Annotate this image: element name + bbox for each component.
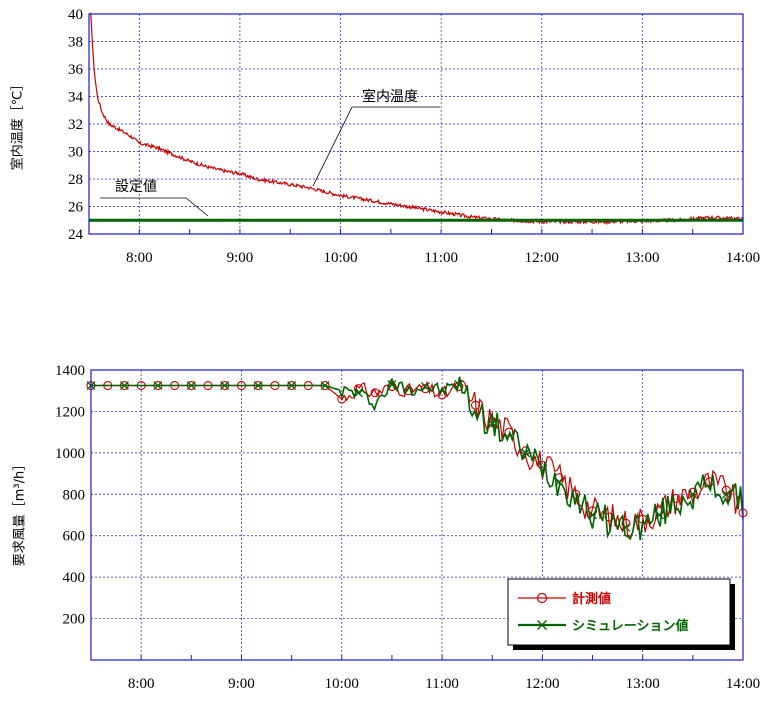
y-tick-label: 36 <box>68 62 84 78</box>
data-point-marker <box>420 382 430 392</box>
data-point-marker <box>320 381 330 390</box>
data-point-marker <box>588 510 597 520</box>
temperature-y-tick-labels: 24 26 28 30 32 34 36 38 40 <box>68 7 84 243</box>
data-point-marker <box>253 381 263 390</box>
data-point-marker <box>621 522 631 532</box>
temperature-y-axis-label: 室内温度［℃］ <box>10 78 26 171</box>
y-tick-label: 38 <box>68 35 83 51</box>
data-point-marker <box>387 380 397 389</box>
data-point-marker <box>688 489 698 499</box>
x-tick-label: 11:00 <box>425 676 459 692</box>
x-tick-label: 12:00 <box>525 250 559 266</box>
airflow-y-axis-label: 要求風量［m³/h］ <box>13 458 28 567</box>
temperature-plot-area <box>89 14 743 234</box>
legend-label-simulation: シミュレーション値 <box>572 618 688 634</box>
series-line-0 <box>90 12 744 226</box>
x-tick-label: 13:00 <box>625 250 659 266</box>
airflow-y-tick-labels: 200 400 600 800 1000 1200 1400 <box>55 363 85 628</box>
x-tick-label: 8:00 <box>126 250 153 266</box>
y-tick-label: 26 <box>68 200 84 216</box>
legend-marker-measured <box>536 592 548 604</box>
data-point-marker <box>153 381 163 390</box>
series-line-1 <box>91 376 744 541</box>
annotation-leader-setpoint-diagonal <box>185 197 209 217</box>
data-point-marker <box>119 381 129 390</box>
y-tick-label: 600 <box>63 529 86 545</box>
airflow-series <box>86 376 748 541</box>
data-point-marker <box>554 477 564 487</box>
data-point-marker <box>354 388 363 398</box>
data-point-marker <box>454 380 464 389</box>
data-point-marker <box>470 400 481 410</box>
data-point-marker <box>654 510 664 520</box>
x-tick-label: 8:00 <box>128 676 155 692</box>
y-tick-label: 1000 <box>55 446 85 462</box>
data-point-marker <box>521 448 531 458</box>
annotation-label-temperature: 室内温度 <box>362 88 418 105</box>
data-point-marker <box>721 489 731 499</box>
y-tick-label: 32 <box>68 117 83 133</box>
temperature-chart: 24 26 28 30 32 34 36 38 40 8:00 9:00 10:00 11:00 12:… <box>10 7 761 266</box>
airflow-chart: 200 400 600 800 1000 1200 1400 8:00 9:00 10:00 11… <box>13 363 761 692</box>
airflow-plot-frame <box>90 369 744 661</box>
temperature-series <box>89 12 744 226</box>
data-point-marker <box>186 381 196 390</box>
legend-box <box>507 578 731 646</box>
airflow-x-tick-labels: 8:00 9:00 10:00 11:00 12:00 13:00 14:00 <box>128 676 760 692</box>
legend-label-measured: 計測値 <box>572 591 611 607</box>
airflow-legend: 計測値 シミュレーション値 <box>507 578 735 650</box>
data-point-marker <box>370 388 380 398</box>
y-tick-label: 400 <box>63 570 86 586</box>
y-tick-label: 40 <box>68 7 83 23</box>
data-point-marker <box>220 381 230 390</box>
y-tick-label: 1200 <box>55 404 85 420</box>
x-tick-label: 11:00 <box>424 250 458 266</box>
legend-marker-simulation <box>537 620 547 630</box>
x-tick-label: 13:00 <box>626 676 660 692</box>
x-tick-label: 10:00 <box>323 250 357 266</box>
temperature-plot-frame <box>88 13 744 235</box>
x-tick-label: 9:00 <box>228 676 255 692</box>
x-tick-label: 9:00 <box>227 250 254 266</box>
data-point-marker <box>487 419 497 429</box>
y-tick-label: 200 <box>63 612 86 628</box>
y-tick-label: 1400 <box>55 363 85 379</box>
y-tick-label: 34 <box>68 90 84 106</box>
y-tick-label: 24 <box>68 227 84 243</box>
x-tick-label: 14:00 <box>726 250 760 266</box>
data-point-marker <box>537 460 547 470</box>
y-tick-label: 30 <box>68 145 83 161</box>
x-tick-label: 14:00 <box>726 676 760 692</box>
x-tick-label: 10:00 <box>325 676 359 692</box>
y-tick-label: 800 <box>63 487 86 503</box>
x-tick-label: 12:00 <box>525 676 559 692</box>
y-tick-label: 28 <box>68 172 83 188</box>
data-point-marker <box>437 390 447 400</box>
data-point-marker <box>287 381 297 390</box>
data-point-marker <box>688 487 698 497</box>
temperature-x-tick-labels: 8:00 9:00 10:00 11:00 12:00 13:00 14:00 <box>126 250 760 266</box>
annotation-label-setpoint: 設定値 <box>115 179 157 195</box>
annotation-leader-temperature-diagonal <box>312 106 353 187</box>
